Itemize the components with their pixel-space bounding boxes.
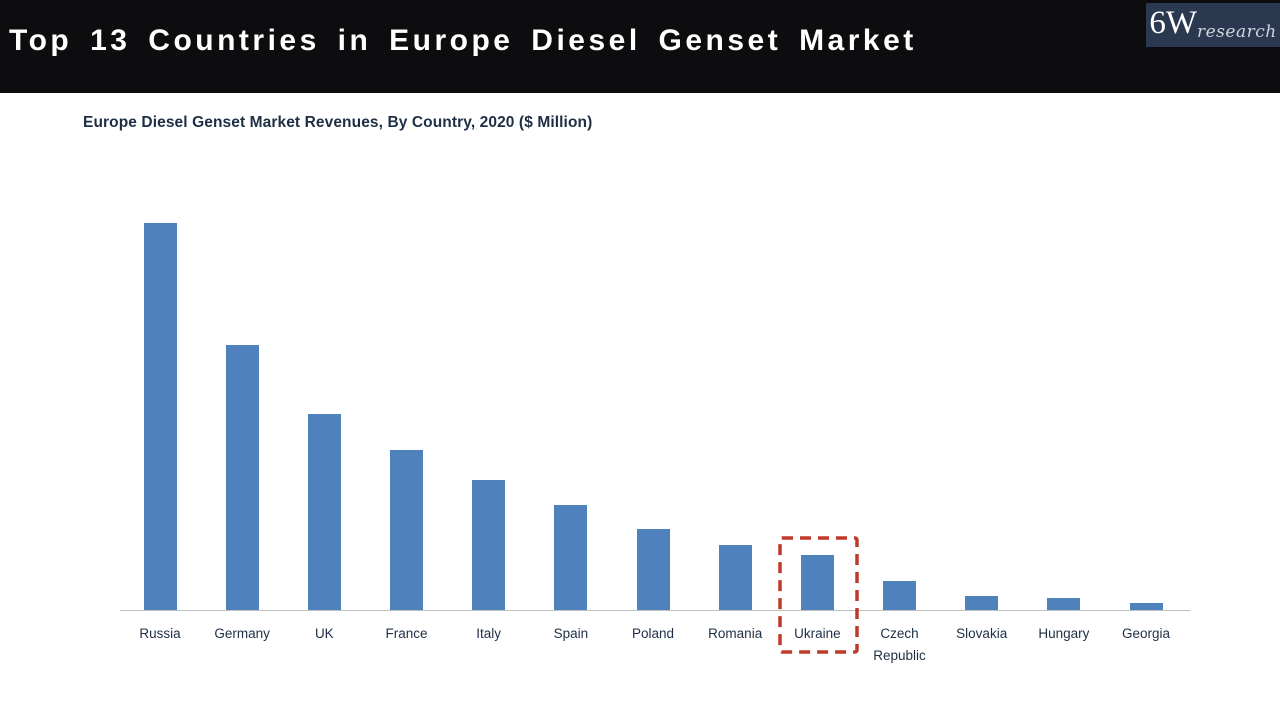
ukraine-highlight-box	[778, 536, 860, 654]
bar-russia	[143, 223, 177, 610]
bar-slovakia	[965, 596, 999, 610]
bar-poland	[636, 529, 670, 610]
category-label-poland: Poland	[631, 626, 675, 641]
category-label-ukraine: Ukraine	[794, 626, 841, 641]
page-title: Top 13 Countries in Europe Diesel Genset…	[9, 24, 917, 57]
bar-ukraine	[800, 555, 834, 610]
category-label-uk: UK	[314, 626, 334, 641]
logo-research-text: research	[1196, 22, 1277, 42]
category-label-hungary: Hungary	[1038, 626, 1090, 641]
category-label-slovakia: Slovakia	[956, 626, 1008, 641]
bar-italy	[472, 480, 506, 610]
bar-france	[390, 450, 423, 610]
bar-spain	[554, 505, 588, 610]
category-label-romania: Romania	[708, 626, 763, 641]
category-label-france: France	[385, 626, 428, 641]
category-label-russia: Russia	[139, 626, 181, 641]
logo-6w-text: 6W	[1149, 5, 1197, 41]
bar-germany	[225, 345, 259, 610]
bar-uk	[307, 414, 341, 610]
bar-hungary	[1047, 598, 1081, 610]
category-label-italy: Italy	[476, 626, 502, 641]
chart-title: Europe Diesel Genset Market Revenues, By…	[83, 114, 593, 131]
category-label-georgia: Georgia	[1122, 626, 1171, 641]
x-axis-line	[120, 610, 1190, 611]
category-label-germany: Germany	[214, 626, 270, 641]
category-label-czech-republic: Czech Republic	[873, 626, 926, 663]
bar-georgia	[1129, 603, 1163, 610]
header-bar: Top 13 Countries in Europe Diesel Genset…	[0, 0, 1280, 93]
bar-czech-republic	[883, 581, 917, 610]
brand-logo: 6W research	[1146, 3, 1280, 47]
bar-romania	[718, 545, 752, 610]
category-label-spain: Spain	[553, 626, 589, 641]
